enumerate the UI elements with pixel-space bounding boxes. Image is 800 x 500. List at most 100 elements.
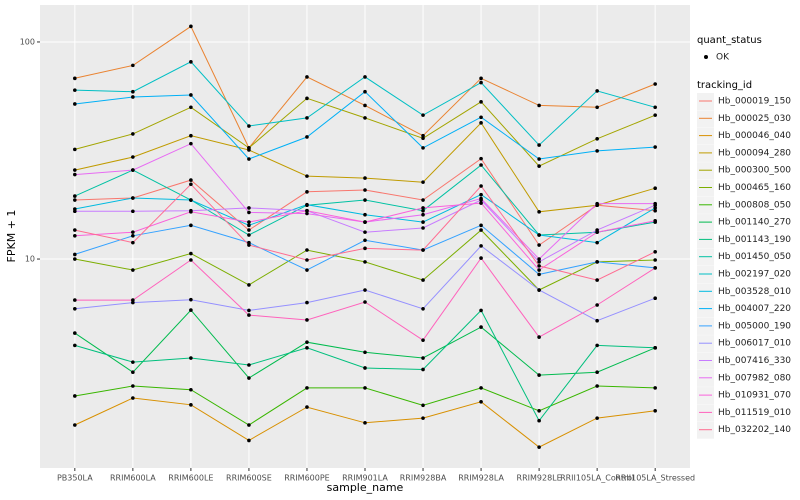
x-tick-label: PB350LA [57,474,93,483]
legend-title: quant_status [697,35,762,46]
point [537,268,541,272]
legend-label: Hb_000094_280 [718,148,791,158]
point [363,75,367,79]
point [247,228,251,232]
point [537,445,541,449]
point [537,260,541,264]
point [479,196,483,201]
point [363,350,367,355]
point [189,356,193,360]
point [537,408,541,413]
point [595,201,599,206]
point [479,100,483,104]
point [189,105,193,110]
point [479,163,483,167]
point [595,343,599,348]
point [131,396,135,400]
point [595,384,599,388]
legend-label: Hb_002197_020 [718,270,791,280]
point [247,146,251,150]
point [595,260,599,264]
point [73,343,77,348]
point [73,147,77,152]
point [653,113,657,117]
point [305,300,309,305]
point [131,240,135,245]
legend-label: Hb_006017_010 [718,339,791,349]
x-tick-label: RRIM600LE [168,474,213,483]
point [247,423,251,427]
point [479,256,483,260]
point [73,172,77,177]
point [421,146,425,150]
point [247,210,251,215]
point [189,24,193,29]
point [595,89,599,93]
point [363,386,367,390]
x-tick-label: RRIM928BA [400,474,447,483]
point [421,416,425,420]
point [131,300,135,305]
point [479,201,483,205]
point [73,76,77,81]
point [189,387,193,392]
point [305,346,309,350]
point [479,308,483,313]
point [189,141,193,146]
point [363,116,367,120]
point [595,149,599,153]
point [247,157,251,161]
point [363,230,367,234]
point [363,176,367,180]
point [305,96,309,101]
point [479,156,483,161]
point [363,300,367,304]
point [653,296,657,301]
y-tick-label: 100 [20,37,35,46]
point [421,248,425,252]
point [537,233,541,237]
point [421,206,425,210]
point [189,258,193,262]
point [421,198,425,202]
point [653,201,657,206]
point [421,113,425,117]
point [653,186,657,191]
point [73,209,77,214]
point [479,228,483,232]
x-tick-label: RRII105LA_Stressed [615,474,695,483]
point [537,257,541,261]
point [247,363,251,367]
legend-title: tracking_id [697,80,752,91]
legend-label: Hb_004007_220 [718,304,791,314]
point [537,164,541,168]
legend-label: Hb_001450_050 [718,252,791,262]
point [131,95,135,99]
point [247,233,251,237]
point [653,208,657,213]
point [421,403,425,408]
point [537,288,541,292]
legend-label: Hb_032202_140 [718,425,791,435]
point [73,306,77,311]
legend-label: Hb_007982_080 [718,373,791,383]
point [537,243,541,247]
point [131,230,135,234]
point [189,60,193,64]
legend-label: Hb_010931_070 [718,391,791,401]
point [305,258,309,262]
point [305,75,309,79]
point [73,423,77,427]
point [131,132,135,136]
point [363,198,367,202]
x-tick-label: RRII105LA_Control [560,474,634,483]
point [363,238,367,243]
point [421,338,425,342]
point [305,202,309,207]
point [479,223,483,228]
point [305,116,309,120]
point [131,155,135,159]
point [479,184,483,188]
point [363,89,367,94]
point [305,248,309,252]
